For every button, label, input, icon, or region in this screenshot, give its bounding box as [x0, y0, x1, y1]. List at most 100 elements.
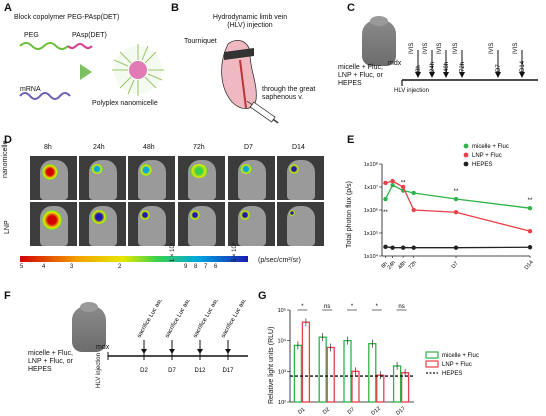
- cb-tick-8: 8: [194, 264, 198, 270]
- mdx-label-c: mdx: [388, 60, 402, 67]
- cb-tick-2: 2: [118, 264, 122, 270]
- e-xtick-label-4: D7: [451, 261, 460, 270]
- luminescence-signal: [140, 210, 150, 220]
- e-ytick-label-0: 1x10⁴: [364, 253, 379, 260]
- ivis-image-LNP-8h: [30, 202, 77, 246]
- panel-d-header: 8h 24h 48h 72h D7 D14: [30, 144, 340, 154]
- panel-label-d: D: [4, 134, 12, 146]
- g-sig-0: *: [301, 304, 304, 310]
- e-ytick-label-3: 1x10⁷: [364, 184, 378, 191]
- tourniquet-band: [224, 48, 254, 60]
- g-bar-1-3: [376, 374, 385, 403]
- ivis-arrowhead-5: [519, 72, 525, 78]
- f-event-label-3: sacrifice Luc assay: [221, 300, 252, 339]
- ivis-image-LNP-24h: [79, 202, 126, 246]
- limb-diagram: [221, 40, 279, 124]
- g-legend-marker-0: [425, 351, 439, 359]
- peg-strand: [19, 42, 69, 50]
- cb-tick-5: 5: [20, 264, 24, 270]
- time-d14: D14: [292, 144, 305, 151]
- hlv-title-1: Hydrodynamic limb vein: [212, 14, 288, 21]
- g-xtick-label-4: D17: [395, 406, 407, 416]
- time-24h: 24h: [93, 144, 105, 151]
- ivis-label-4: IVIS: [489, 43, 495, 54]
- luminescence-signal: [91, 164, 103, 174]
- e-ytick-label-4: 1x10⁸: [364, 161, 378, 168]
- e-point-0-3: [411, 190, 416, 196]
- g-ytick-label-0: 10²: [278, 400, 286, 406]
- luminescence-signal: [190, 210, 200, 220]
- g-bar-0-4: [392, 365, 402, 403]
- colorbar-gradient: [20, 256, 248, 262]
- e-ytick-label-1: 1x10⁵: [364, 230, 378, 237]
- g-sig-3: *: [376, 304, 379, 310]
- g-bar-0-0: [293, 344, 303, 403]
- cb-tick-3: 3: [70, 264, 74, 270]
- e-point-1-2: [400, 184, 406, 190]
- chart-g: 10² 10³ 10⁴ 10⁵ D1 * D2 ns D7 * D12 * D17 ns micelle +…: [278, 304, 479, 416]
- luminescence-signal: [190, 164, 208, 178]
- g-bar-0-1: [318, 336, 327, 403]
- peg-label: PEG: [24, 32, 39, 39]
- ivis-arrowhead-0: [415, 72, 421, 78]
- group-line-2-c: LNP + Fluc, or: [338, 72, 383, 79]
- e-point-0-0: [383, 196, 388, 202]
- ivis-arrowhead-4: [495, 72, 501, 78]
- mrna-strand: [19, 92, 71, 100]
- group-line-1-f: micelle + Fluc,: [28, 350, 73, 357]
- panel-label-b: B: [171, 2, 179, 14]
- g-legend-label-2: HEPES: [442, 371, 462, 377]
- f-time-label-0: D2: [140, 368, 148, 374]
- mouse-icon-c: [350, 14, 396, 66]
- luminescence-signal: [140, 164, 152, 176]
- g-xtick-label-1: D2: [322, 407, 331, 416]
- ivis-image-nanomicelle-8h: [30, 156, 77, 200]
- time-48h: 48h: [143, 144, 155, 151]
- luminescence-signal: [289, 210, 295, 216]
- f-arrowhead-0: [141, 349, 147, 354]
- group-line-3-c: HEPES: [338, 80, 362, 87]
- pasp-strand: [67, 43, 93, 49]
- ivis-arrowhead-3: [459, 72, 465, 78]
- colorbar: [20, 256, 248, 262]
- e-xtick-label-0: 8h: [380, 261, 389, 270]
- e-ytick-label-2: 1x10⁶: [364, 207, 378, 214]
- group-line-3-f: HEPES: [28, 366, 52, 373]
- g-bar-1-1: [326, 346, 335, 403]
- e-point-1-4: [453, 210, 459, 215]
- g-xtick-label-0: D1: [297, 407, 306, 416]
- e-ylabel: Total photon flux (p/s): [346, 181, 353, 248]
- e-point-2-5: [527, 245, 533, 250]
- e-sig-0: **: [383, 210, 388, 216]
- group-line-2-f: LNP + Fluc, or: [28, 358, 73, 365]
- ivis-image-nanomicelle-24h: [79, 156, 126, 200]
- polyplex-micelle: [112, 44, 164, 96]
- time-label-c-5: D14: [520, 60, 526, 72]
- e-xtick-label-2: 48h: [397, 260, 408, 271]
- time-label-c-1: 24h: [430, 62, 436, 72]
- panel-label-g: G: [258, 290, 267, 302]
- e-sig-1: **: [401, 181, 406, 187]
- ivis-image-nanomicelle-48h: [128, 156, 175, 200]
- tourniquet-label: Tourniquet: [184, 38, 217, 45]
- g-legend-label-1: LNP + Fluc: [442, 362, 472, 368]
- panel-label-a: A: [4, 2, 12, 14]
- e-sig-3: **: [528, 198, 533, 204]
- g-bar-1-4: [400, 372, 410, 403]
- e-legend-marker-1: [463, 152, 469, 158]
- ivis-image-nanomicelle-72h: [178, 156, 225, 200]
- g-bar-1-0: [301, 321, 311, 403]
- e-legend-label-1: LNP + Fluc: [472, 153, 502, 159]
- saphenous-label-2: saphenous v.: [262, 94, 304, 101]
- ivis-image-LNP-D14: [277, 202, 324, 246]
- e-point-2-1: [390, 245, 395, 250]
- e-point-1-3: [411, 207, 416, 213]
- pasp-label: PAsp(DET): [72, 32, 107, 39]
- cb-tick-9: 9: [184, 264, 188, 270]
- time-label-c-4: D7: [496, 64, 502, 72]
- e-point-2-0: [383, 244, 388, 250]
- e-point-1-1: [390, 178, 395, 184]
- g-sig-4: ns: [398, 304, 404, 310]
- ivis-image-LNP-D7: [228, 202, 275, 246]
